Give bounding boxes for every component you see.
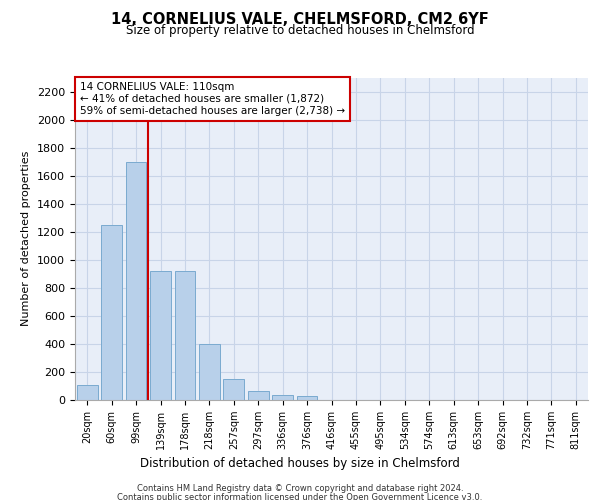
Bar — [199, 344, 220, 400]
Bar — [296, 396, 317, 400]
Bar — [175, 271, 196, 400]
Text: Contains HM Land Registry data © Crown copyright and database right 2024.: Contains HM Land Registry data © Crown c… — [137, 484, 463, 493]
Bar — [125, 162, 146, 400]
Text: Contains public sector information licensed under the Open Government Licence v3: Contains public sector information licen… — [118, 493, 482, 500]
Bar — [101, 226, 122, 400]
Bar — [150, 271, 171, 400]
Text: 14, CORNELIUS VALE, CHELMSFORD, CM2 6YF: 14, CORNELIUS VALE, CHELMSFORD, CM2 6YF — [111, 12, 489, 28]
Bar — [272, 395, 293, 400]
Bar — [77, 384, 98, 400]
Bar — [223, 379, 244, 400]
Y-axis label: Number of detached properties: Number of detached properties — [22, 151, 31, 326]
Bar — [248, 391, 269, 400]
Text: 14 CORNELIUS VALE: 110sqm
← 41% of detached houses are smaller (1,872)
59% of se: 14 CORNELIUS VALE: 110sqm ← 41% of detac… — [80, 82, 345, 116]
Text: Size of property relative to detached houses in Chelmsford: Size of property relative to detached ho… — [125, 24, 475, 37]
Text: Distribution of detached houses by size in Chelmsford: Distribution of detached houses by size … — [140, 458, 460, 470]
